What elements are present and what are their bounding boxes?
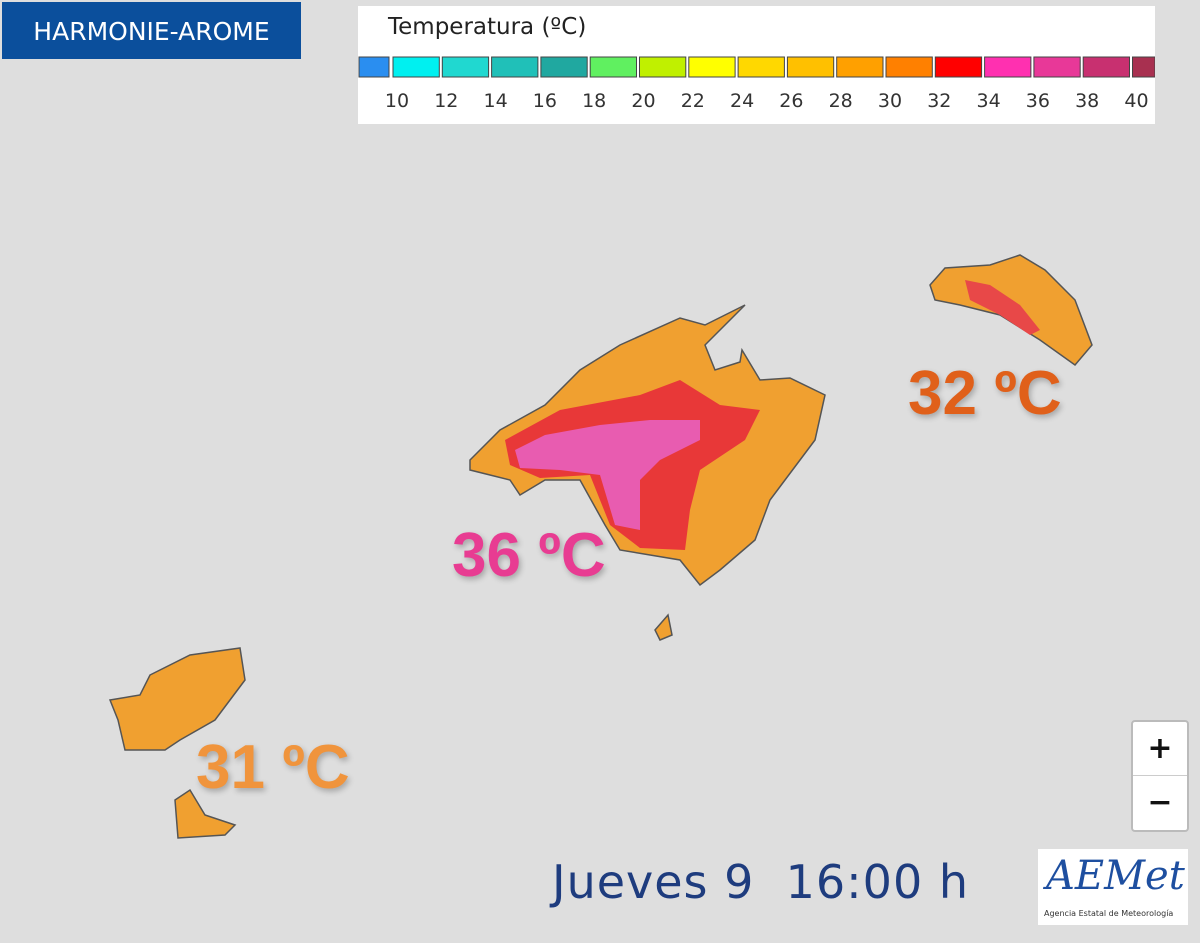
mallorca-hottest xyxy=(515,420,700,530)
cabrera xyxy=(654,613,673,641)
legend-label: 36 xyxy=(1026,90,1050,112)
legend-swatch xyxy=(1132,56,1155,78)
zoom-control: + − xyxy=(1131,720,1189,832)
legend-label: 18 xyxy=(582,90,606,112)
legend-swatch xyxy=(491,56,539,78)
legend-label: 24 xyxy=(730,90,754,112)
legend-label: 40 xyxy=(1124,90,1148,112)
model-badge: HARMONIE-AROME xyxy=(2,2,301,59)
legend-swatch xyxy=(392,56,440,78)
legend-title: Temperatura (ºC) xyxy=(388,14,587,40)
zoom-in[interactable]: + xyxy=(1133,722,1187,776)
legend-label: 30 xyxy=(878,90,902,112)
formentera xyxy=(174,788,237,839)
legend-label: 12 xyxy=(434,90,458,112)
ibiza xyxy=(108,647,246,751)
islands xyxy=(108,254,1093,839)
legend: Temperatura (ºC) 10 12 14 16 18 20 22 24 26 28 30 3… xyxy=(358,6,1155,124)
legend-swatch xyxy=(441,56,490,78)
logo-name: AEMet xyxy=(1046,853,1185,899)
legend-swatch xyxy=(885,56,933,78)
legend-label: 38 xyxy=(1075,90,1099,112)
legend-label: 22 xyxy=(681,90,705,112)
legend-swatch xyxy=(836,56,884,78)
legend-swatch xyxy=(984,56,1032,78)
legend-swatch xyxy=(1082,56,1131,78)
temperature-label: 32 ºC xyxy=(908,359,1062,428)
legend-swatch xyxy=(786,56,835,78)
legend-swatch xyxy=(589,56,637,78)
temperature-label: 31 ºC xyxy=(196,733,350,802)
legend-label: 28 xyxy=(829,90,853,112)
legend-swatch xyxy=(540,56,588,78)
date-time: Jueves 9 16:00 h xyxy=(552,855,969,909)
legend-swatch xyxy=(737,56,785,78)
legend-label: 14 xyxy=(484,90,508,112)
legend-swatch xyxy=(934,56,983,78)
legend-label: 26 xyxy=(779,90,803,112)
logo-subtitle: Agencia Estatal de Meteorología xyxy=(1044,909,1174,918)
legend-swatch xyxy=(1033,56,1081,78)
legend-label: 10 xyxy=(385,90,409,112)
legend-label: 20 xyxy=(631,90,655,112)
legend-label: 34 xyxy=(977,90,1001,112)
menorca-hot xyxy=(965,280,1040,335)
zoom-out[interactable]: − xyxy=(1147,785,1173,820)
legend-label: 32 xyxy=(927,90,951,112)
legend-swatch xyxy=(639,56,687,78)
temperature-label: 36 ºC xyxy=(452,521,606,590)
legend-scale: 10 12 14 16 18 20 22 24 26 28 30 32 34 36 38 40 xyxy=(358,56,1155,112)
legend-label: 16 xyxy=(533,90,557,112)
legend-swatch xyxy=(358,56,390,78)
legend-swatch xyxy=(688,56,736,78)
logo: AEMet Agencia Estatal de Meteorología xyxy=(1038,849,1188,925)
